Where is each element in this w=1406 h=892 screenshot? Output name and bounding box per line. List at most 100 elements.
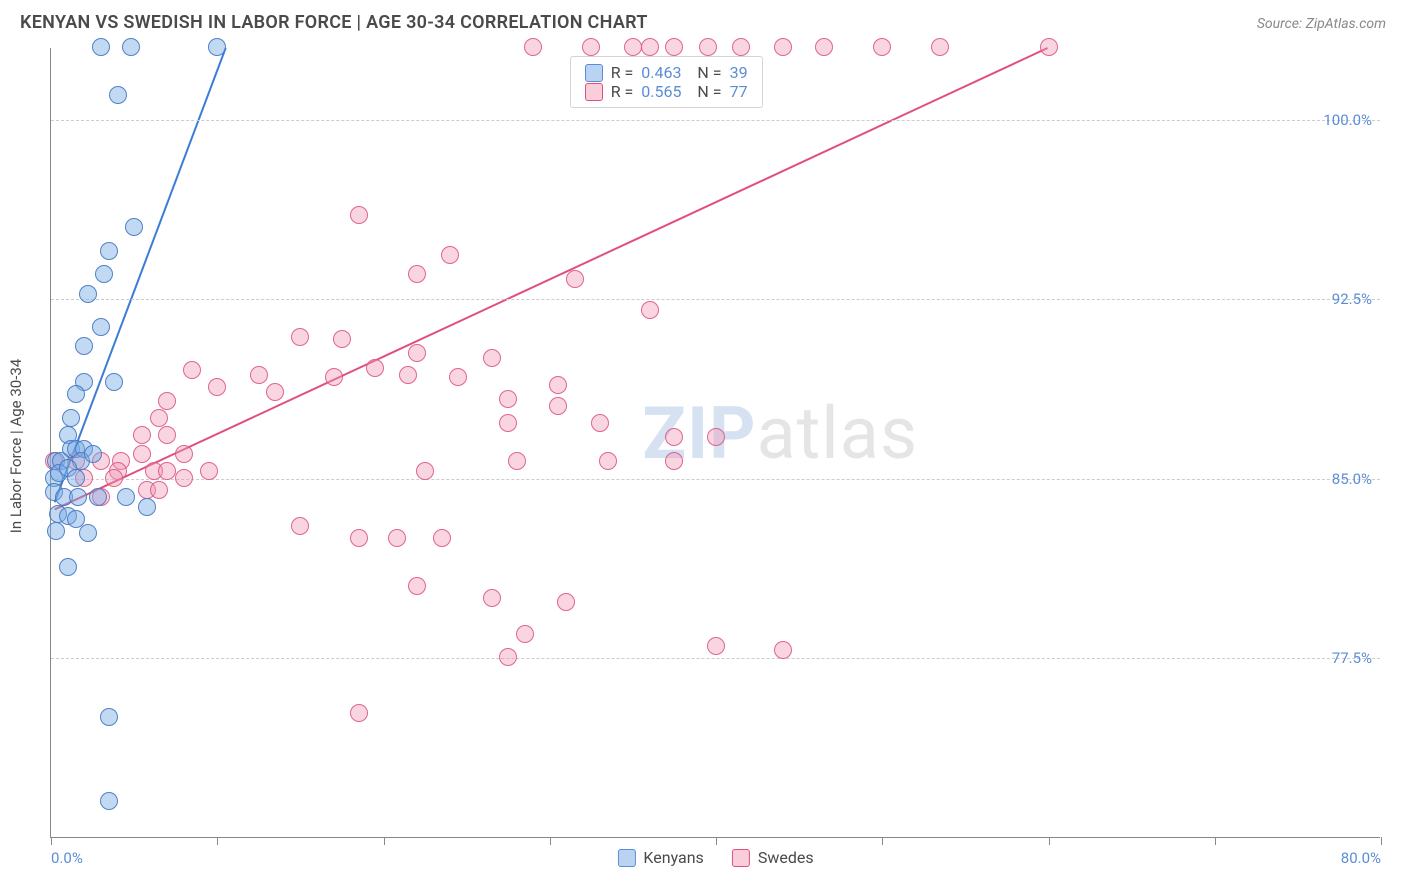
scatter-point-swedes — [732, 38, 750, 56]
scatter-point-swedes — [624, 38, 642, 56]
chart-source: Source: ZipAtlas.com — [1257, 16, 1386, 32]
legend-n-value: 77 — [730, 82, 748, 101]
scatter-point-swedes — [931, 38, 949, 56]
chart-title: KENYAN VS SWEDISH IN LABOR FORCE | AGE 3… — [20, 12, 648, 33]
gridline — [51, 658, 1380, 659]
scatter-point-swedes — [641, 301, 659, 319]
scatter-point-swedes — [158, 392, 176, 410]
scatter-point-swedes — [599, 452, 617, 470]
legend-swatch-kenyans — [617, 849, 635, 867]
bottom-legend-label: Kenyans — [643, 848, 703, 867]
scatter-point-swedes — [350, 704, 368, 722]
scatter-point-swedes — [350, 529, 368, 547]
y-tick-label: 85.0% — [1332, 470, 1372, 488]
legend-r-label: R = — [611, 63, 634, 82]
legend-swatch-kenyans — [585, 64, 603, 82]
legend-row-swedes: R = 0.565 N = 77 — [585, 82, 748, 101]
legend-r-value: 0.565 — [641, 82, 681, 101]
scatter-point-swedes — [665, 452, 683, 470]
bottom-legend-label: Swedes — [758, 848, 814, 867]
scatter-point-swedes — [150, 409, 168, 427]
scatter-point-swedes — [483, 589, 501, 607]
scatter-point-swedes — [1040, 38, 1058, 56]
scatter-point-swedes — [665, 428, 683, 446]
scatter-point-kenyans — [95, 265, 113, 283]
scatter-point-swedes — [388, 529, 406, 547]
scatter-point-kenyans — [84, 445, 102, 463]
x-tick — [1049, 837, 1050, 845]
scatter-point-swedes — [774, 38, 792, 56]
scatter-point-swedes — [408, 577, 426, 595]
y-tick-label: 100.0% — [1323, 111, 1372, 129]
scatter-point-swedes — [508, 452, 526, 470]
scatter-point-swedes — [707, 637, 725, 655]
scatter-point-swedes — [499, 648, 517, 666]
scatter-point-kenyans — [100, 708, 118, 726]
scatter-point-kenyans — [67, 469, 85, 487]
scatter-point-swedes — [208, 378, 226, 396]
scatter-point-kenyans — [75, 337, 93, 355]
scatter-point-swedes — [325, 368, 343, 386]
scatter-point-swedes — [416, 462, 434, 480]
x-tick — [217, 837, 218, 845]
scatter-point-swedes — [433, 529, 451, 547]
scatter-point-kenyans — [59, 558, 77, 576]
legend-inset: R = 0.463 N = 39R = 0.565 N = 77 — [570, 56, 763, 108]
scatter-point-kenyans — [92, 318, 110, 336]
x-tick — [550, 837, 551, 845]
legend-row-kenyans: R = 0.463 N = 39 — [585, 63, 748, 82]
scatter-point-swedes — [291, 328, 309, 346]
scatter-point-swedes — [516, 625, 534, 643]
y-tick-label: 92.5% — [1332, 290, 1372, 308]
scatter-point-swedes — [350, 206, 368, 224]
scatter-point-swedes — [582, 38, 600, 56]
scatter-point-swedes — [449, 368, 467, 386]
x-tick-label: 0.0% — [51, 849, 83, 867]
x-tick — [1215, 837, 1216, 845]
scatter-point-kenyans — [122, 38, 140, 56]
scatter-point-swedes — [333, 330, 351, 348]
scatter-point-swedes — [665, 38, 683, 56]
trendline-swedes — [55, 48, 1048, 509]
legend-n-value: 39 — [730, 63, 748, 82]
scatter-point-swedes — [366, 359, 384, 377]
scatter-point-swedes — [815, 38, 833, 56]
bottom-legend-item-swedes: Swedes — [732, 848, 814, 867]
y-tick-label: 77.5% — [1332, 649, 1372, 667]
scatter-point-swedes — [774, 641, 792, 659]
legend-swatch-swedes — [732, 849, 750, 867]
scatter-point-swedes — [291, 517, 309, 535]
x-tick — [51, 837, 52, 845]
scatter-point-swedes — [873, 38, 891, 56]
scatter-point-kenyans — [89, 488, 107, 506]
scatter-point-kenyans — [138, 498, 156, 516]
scatter-point-swedes — [408, 344, 426, 362]
legend-n-label: N = — [689, 82, 721, 101]
scatter-point-swedes — [105, 469, 123, 487]
scatter-point-swedes — [408, 265, 426, 283]
scatter-point-kenyans — [92, 38, 110, 56]
scatter-point-kenyans — [125, 218, 143, 236]
scatter-point-kenyans — [109, 86, 127, 104]
scatter-point-swedes — [499, 390, 517, 408]
scatter-point-swedes — [250, 366, 268, 384]
scatter-point-swedes — [483, 349, 501, 367]
scatter-point-kenyans — [117, 488, 135, 506]
scatter-point-swedes — [200, 462, 218, 480]
scatter-point-kenyans — [67, 385, 85, 403]
gridline — [51, 120, 1380, 121]
x-tick — [882, 837, 883, 845]
legend-swatch-swedes — [585, 83, 603, 101]
x-tick — [1381, 837, 1382, 845]
scatter-point-kenyans — [69, 488, 87, 506]
scatter-point-swedes — [183, 361, 201, 379]
scatter-point-kenyans — [62, 409, 80, 427]
scatter-point-kenyans — [79, 524, 97, 542]
scatter-point-swedes — [158, 426, 176, 444]
scatter-point-swedes — [499, 414, 517, 432]
x-tick — [716, 837, 717, 845]
scatter-point-swedes — [133, 426, 151, 444]
scatter-point-kenyans — [100, 242, 118, 260]
scatter-point-kenyans — [100, 792, 118, 810]
bottom-legend-item-kenyans: Kenyans — [617, 848, 703, 867]
